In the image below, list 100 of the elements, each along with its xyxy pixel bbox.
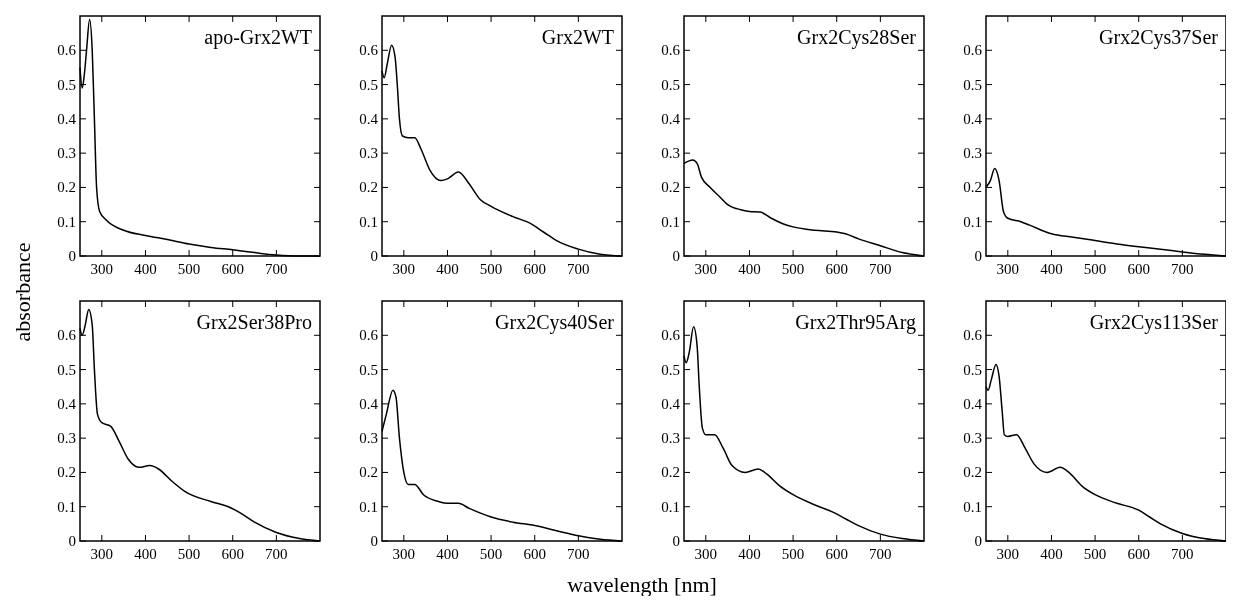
- y-tick-label: 0.5: [661, 76, 680, 93]
- y-tick-label: 0.6: [963, 42, 983, 59]
- text: Grx2Cys113Ser: [1089, 311, 1219, 334]
- x-tick-label: 600: [825, 546, 848, 562]
- y-tick-label: 0.1: [359, 213, 378, 230]
- y-tick-label: 0.6: [661, 327, 681, 344]
- x-tick-label: 600: [825, 261, 848, 277]
- text: Grx2Cys28Ser: [797, 26, 917, 49]
- y-tick-label: 0.6: [57, 327, 77, 344]
- y-tick-label: 0.4: [359, 110, 379, 127]
- y-tick-label: 0.1: [661, 213, 680, 230]
- text: Grx2Thr95Arg: [795, 311, 916, 334]
- y-tick-label: 0.2: [57, 464, 76, 481]
- x-tick-label: 500: [479, 261, 503, 277]
- y-tick-label: 0: [68, 533, 76, 549]
- y-tick-label: 0.6: [963, 327, 983, 344]
- y-tick-label: 0.5: [661, 361, 680, 378]
- x-tick-label: 700: [567, 261, 590, 277]
- y-tick-label: 0.2: [359, 464, 378, 481]
- x-tick-label: 400: [1040, 261, 1063, 277]
- y-tick-label: 0.4: [661, 395, 681, 412]
- y-tick-label: 0: [672, 248, 680, 264]
- x-tick-label: 400: [134, 261, 157, 277]
- y-tick-label: 0.1: [963, 213, 982, 230]
- y-tick-label: 0.1: [661, 498, 680, 515]
- y-tick-label: 0: [672, 533, 680, 549]
- x-tick-label: 500: [177, 546, 201, 562]
- y-tick-label: 0.4: [963, 110, 983, 127]
- x-tick-label: 300: [996, 261, 1020, 277]
- x-tick-label: 400: [436, 546, 459, 562]
- y-tick-label: 0: [370, 533, 378, 549]
- line-series: [79, 18, 321, 257]
- y-tick-label: 0.4: [963, 395, 983, 412]
- x-tick-label: 600: [1127, 261, 1150, 277]
- x-tick-label: 600: [523, 546, 546, 562]
- x-tick-label: 300: [996, 546, 1020, 562]
- x-tick-label: 500: [781, 546, 805, 562]
- y-tick-label: 0.5: [57, 76, 76, 93]
- y-tick-label: 0.3: [359, 430, 378, 447]
- text: Grx2Ser38Pro: [196, 311, 312, 333]
- x-tick-label: 500: [781, 261, 805, 277]
- x-tick-label: 500: [1083, 261, 1107, 277]
- y-tick-label: 0.2: [359, 179, 378, 196]
- y-tick-label: 0.2: [661, 464, 680, 481]
- text: Grx2WT: [541, 26, 614, 48]
- y-tick-label: 0: [974, 533, 982, 549]
- y-tick-label: 0: [370, 248, 378, 264]
- x-tick-label: 300: [694, 546, 718, 562]
- y-tick-label: 0.2: [661, 179, 680, 196]
- x-tick-label: 500: [479, 546, 503, 562]
- y-tick-label: 0.1: [57, 213, 76, 230]
- text: Grx2Cys40Ser: [495, 311, 615, 334]
- y-tick-label: 0: [974, 248, 982, 264]
- y-tick-label: 0.5: [963, 76, 982, 93]
- y-tick-label: 0.4: [57, 395, 77, 412]
- y-tick-label: 0.6: [359, 42, 379, 59]
- y-tick-label: 0.4: [359, 395, 379, 412]
- x-tick-label: 400: [1040, 546, 1063, 562]
- y-tick-label: 0.3: [963, 145, 982, 162]
- x-tick-label: 300: [694, 261, 718, 277]
- x-tick-label: 600: [221, 261, 244, 277]
- y-tick-label: 0.1: [57, 498, 76, 515]
- y-tick-label: 0.3: [963, 430, 982, 447]
- x-tick-label: 700: [1171, 546, 1194, 562]
- y-tick-label: 0.4: [57, 110, 77, 127]
- x-tick-label: 500: [177, 261, 201, 277]
- x-tick-label: 600: [1127, 546, 1150, 562]
- x-tick-label: 600: [221, 546, 244, 562]
- x-tick-label: 700: [869, 261, 892, 277]
- y-tick-label: 0.6: [359, 327, 379, 344]
- y-tick-label: 0.3: [57, 430, 76, 447]
- x-tick-label: 500: [1083, 546, 1107, 562]
- x-tick-label: 300: [392, 261, 416, 277]
- y-tick-label: 0.3: [661, 145, 680, 162]
- x-tick-label: 400: [436, 261, 459, 277]
- x-tick-label: 400: [738, 546, 761, 562]
- x-tick-label: 300: [90, 261, 114, 277]
- y-tick-label: 0.2: [57, 179, 76, 196]
- x-tick-label: 300: [392, 546, 416, 562]
- y-tick-label: 0.3: [661, 430, 680, 447]
- y-axis-title: absorbance: [10, 242, 35, 342]
- y-tick-label: 0.5: [963, 361, 982, 378]
- y-tick-label: 0.1: [359, 498, 378, 515]
- x-tick-label: 300: [90, 546, 114, 562]
- y-tick-label: 0.6: [57, 42, 77, 59]
- x-tick-label: 600: [523, 261, 546, 277]
- y-tick-label: 0.2: [963, 179, 982, 196]
- x-tick-label: 700: [869, 546, 892, 562]
- y-tick-label: 0.4: [661, 110, 681, 127]
- x-tick-label: 400: [134, 546, 157, 562]
- x-axis-title: wavelength [nm]: [567, 572, 717, 597]
- text: Grx2Cys37Ser: [1099, 26, 1219, 49]
- y-tick-label: 0.1: [963, 498, 982, 515]
- text: apo-Grx2WT: [204, 26, 312, 49]
- y-tick-label: 0.2: [963, 464, 982, 481]
- y-tick-label: 0.6: [661, 42, 681, 59]
- y-tick-label: 0.3: [359, 145, 378, 162]
- x-tick-label: 400: [738, 261, 761, 277]
- y-tick-label: 0.5: [57, 361, 76, 378]
- x-tick-label: 700: [265, 261, 288, 277]
